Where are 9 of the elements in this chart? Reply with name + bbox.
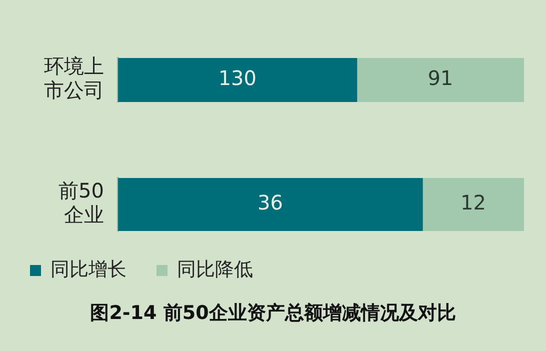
data-label: 91 <box>428 66 454 90</box>
data-label: 36 <box>258 190 283 215</box>
legend-label: 同比增长 <box>50 258 126 280</box>
y-tick-label: 前50企业 <box>58 178 104 227</box>
y-tick-label: 环境上市公司 <box>44 54 104 102</box>
data-label: 130 <box>218 66 257 90</box>
legend-label: 同比降低 <box>177 258 253 280</box>
text: 图2-14 前50企业资产总额增减情况及对比 <box>89 301 457 326</box>
data-label: 12 <box>460 190 486 215</box>
